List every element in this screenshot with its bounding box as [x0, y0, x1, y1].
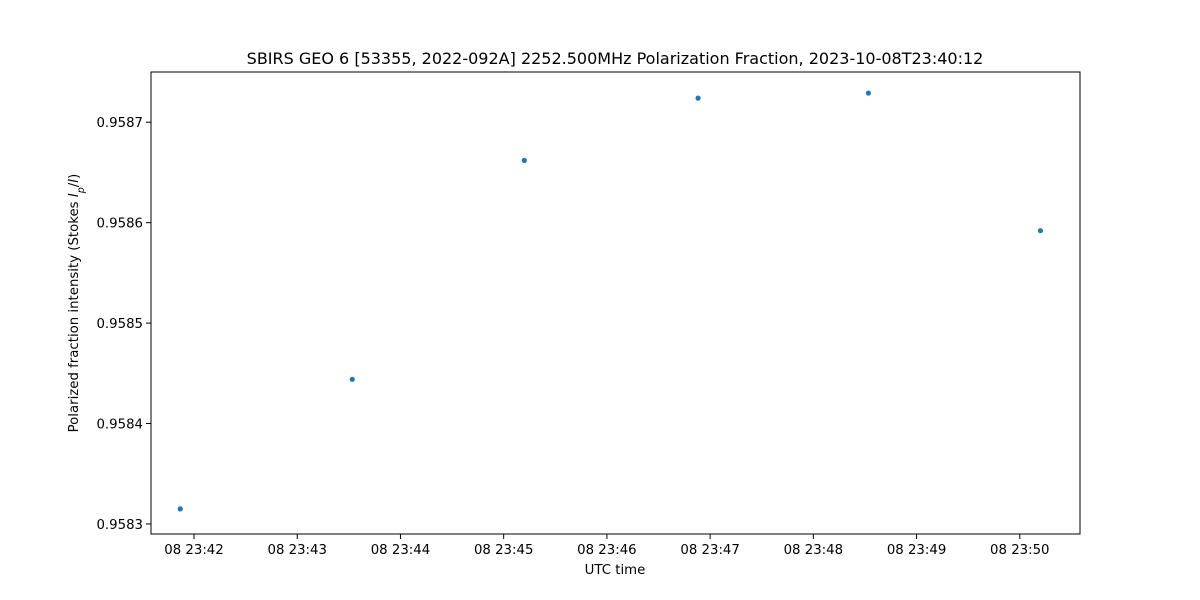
x-tick-label: 08 23:50 [990, 543, 1049, 558]
plot-area-frame [150, 71, 1081, 535]
x-tick-label: 08 23:47 [680, 543, 739, 558]
data-point [177, 506, 183, 512]
x-axis-label: UTC time [585, 563, 646, 578]
x-tick-label: 08 23:44 [371, 543, 430, 558]
y-tick-label: 0.9583 [96, 518, 143, 533]
x-tick-label: 08 23:42 [164, 543, 223, 558]
y-tick-label: 0.9587 [96, 116, 143, 131]
data-point [695, 95, 701, 101]
y-axis-ticks: 0.9583 0.9584 0.9585 0.9586 0.9587 [96, 116, 151, 533]
data-point [1037, 228, 1044, 234]
y-tick-label: 0.9586 [96, 217, 143, 232]
data-point [521, 157, 527, 163]
x-tick-label: 08 23:45 [474, 543, 533, 558]
y-axis-label: Polarized fraction intensity (Stokes Ip/… [67, 174, 87, 433]
chart-title: SBIRS GEO 6 [53355, 2022-092A] 2252.500M… [247, 49, 984, 68]
x-tick-label: 08 23:49 [887, 543, 946, 558]
data-points [177, 90, 1044, 512]
y-tick-label: 0.9584 [96, 418, 143, 433]
data-point [865, 90, 871, 96]
y-tick-label: 0.9585 [96, 317, 143, 332]
x-tick-label: 08 23:43 [267, 543, 326, 558]
data-point [349, 376, 355, 382]
x-tick-label: 08 23:48 [784, 543, 843, 558]
x-axis-ticks: 08 23:42 08 23:43 08 23:44 08 23:45 08 23:46… [164, 534, 1050, 558]
x-tick-label: 08 23:46 [577, 543, 636, 558]
